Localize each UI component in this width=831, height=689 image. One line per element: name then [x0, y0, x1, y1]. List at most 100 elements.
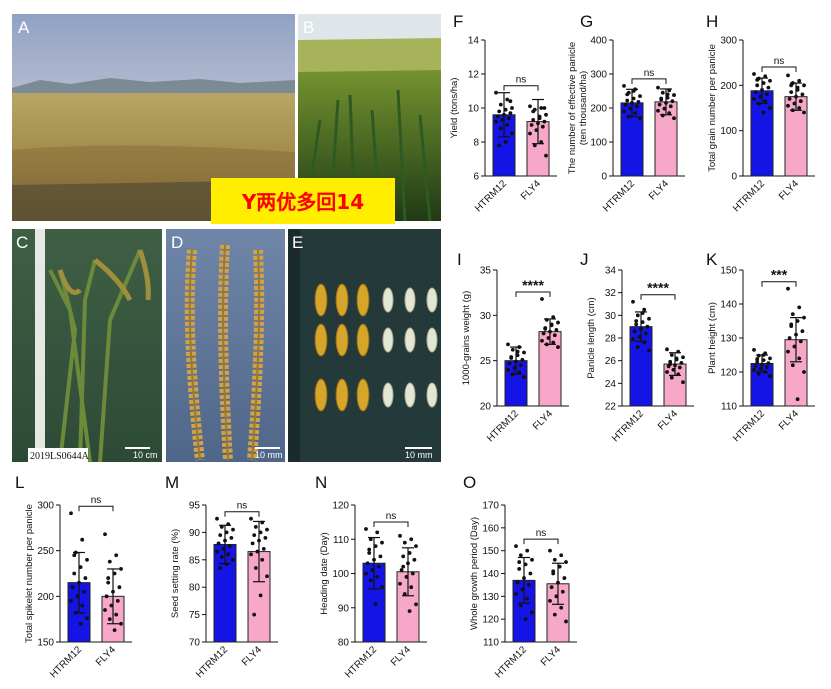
- data-point: [215, 516, 219, 521]
- data-point: [414, 544, 418, 548]
- data-point: [515, 353, 520, 358]
- data-point: [522, 350, 526, 355]
- photo-letter-a: A: [18, 18, 30, 37]
- data-point: [72, 571, 77, 576]
- y-tick-label: 14: [468, 36, 480, 47]
- data-point: [541, 331, 546, 336]
- data-point: [756, 371, 761, 376]
- data-point: [78, 621, 83, 626]
- y-tick-label: 150: [37, 638, 54, 649]
- data-point: [548, 548, 552, 553]
- data-point: [564, 619, 568, 624]
- data-point: [681, 355, 685, 360]
- data-point: [640, 311, 645, 315]
- significance-label: ns: [386, 511, 397, 522]
- data-point: [398, 533, 402, 538]
- data-point: [508, 99, 513, 104]
- data-point: [556, 580, 560, 585]
- data-point: [229, 535, 234, 540]
- data-point: [622, 84, 626, 88]
- y-tick-label: 120: [720, 368, 737, 379]
- data-point: [218, 566, 223, 570]
- data-point: [107, 617, 112, 622]
- data-point: [551, 340, 556, 345]
- data-point: [802, 370, 806, 374]
- data-point: [657, 102, 662, 107]
- data-point: [664, 101, 668, 105]
- data-point: [532, 143, 537, 148]
- y-tick-label: 250: [37, 546, 54, 557]
- panel-letter-f: F: [453, 12, 463, 31]
- y-axis-title: Heading date (Day): [319, 532, 330, 614]
- chart-panel-k: K 110 120 130 140 150 Plant height (cm) HTRM12 F…: [706, 250, 815, 444]
- data-point: [669, 375, 674, 380]
- data-point: [562, 576, 567, 580]
- x-category-label: FLY4: [539, 644, 563, 668]
- significance-bracket: [515, 291, 551, 298]
- brown-rice-grain: [426, 382, 438, 408]
- data-point: [119, 567, 123, 571]
- significance-bracket: [761, 66, 797, 72]
- data-point: [667, 88, 672, 93]
- x-category-label: FLY4: [389, 644, 413, 668]
- y-tick-label: 120: [332, 501, 349, 512]
- data-point: [402, 540, 407, 545]
- y-tick-label: 30: [605, 311, 617, 322]
- x-category-label: HTRM12: [601, 178, 637, 214]
- data-point: [249, 516, 253, 521]
- data-point: [552, 333, 557, 338]
- data-point: [77, 580, 81, 585]
- data-point: [375, 575, 380, 579]
- data-point: [676, 372, 681, 377]
- data-point: [224, 562, 229, 567]
- data-point: [647, 348, 651, 353]
- data-point: [75, 594, 80, 599]
- data-point: [752, 368, 756, 372]
- significance-bracket: [373, 521, 409, 527]
- data-point: [794, 332, 798, 337]
- data-point: [756, 101, 761, 106]
- y-axis-title: Total spikelet number per panicle: [24, 504, 35, 643]
- data-point: [668, 362, 673, 366]
- data-point: [412, 557, 417, 562]
- data-point: [552, 557, 557, 562]
- data-point: [106, 576, 111, 580]
- brown-rice-grain: [426, 327, 438, 353]
- data-point: [539, 106, 544, 110]
- data-point: [510, 106, 514, 110]
- panel-letter-j: J: [580, 250, 589, 269]
- y-axis-title: Total grain number per panicle: [707, 44, 718, 172]
- data-point: [763, 99, 768, 104]
- x-category-label: HTRM12: [48, 644, 84, 680]
- scale-bar-d-label: 10 mm: [255, 450, 283, 460]
- data-point: [647, 316, 651, 321]
- data-point: [406, 561, 410, 566]
- data-point: [665, 347, 669, 352]
- data-point: [528, 104, 532, 109]
- data-point: [637, 334, 642, 339]
- data-point: [546, 336, 551, 340]
- x-category-label: FLY4: [519, 178, 543, 202]
- data-point: [548, 599, 552, 603]
- sample-tag-text: 2019LS0644A: [30, 451, 90, 462]
- y-tick-label: 90: [338, 603, 350, 614]
- data-point: [540, 338, 544, 343]
- data-point: [790, 363, 795, 368]
- data-point: [634, 104, 639, 109]
- significance-bracket: [761, 281, 797, 287]
- data-point: [792, 344, 797, 349]
- rice-grain: [314, 323, 328, 357]
- rice-grain: [335, 283, 349, 317]
- data-point: [634, 319, 639, 323]
- chart-panel-i: I 20 25 30 35 1000-grains weight (g) HTRM12 FLY…: [457, 250, 569, 444]
- data-point: [226, 522, 231, 527]
- data-point: [398, 581, 402, 586]
- data-point: [755, 77, 760, 82]
- data-point: [215, 549, 219, 554]
- data-point: [634, 322, 639, 327]
- y-tick-label: 0: [731, 172, 737, 183]
- y-tick-label: 200: [720, 81, 737, 92]
- data-point: [70, 585, 75, 590]
- data-point: [540, 124, 545, 129]
